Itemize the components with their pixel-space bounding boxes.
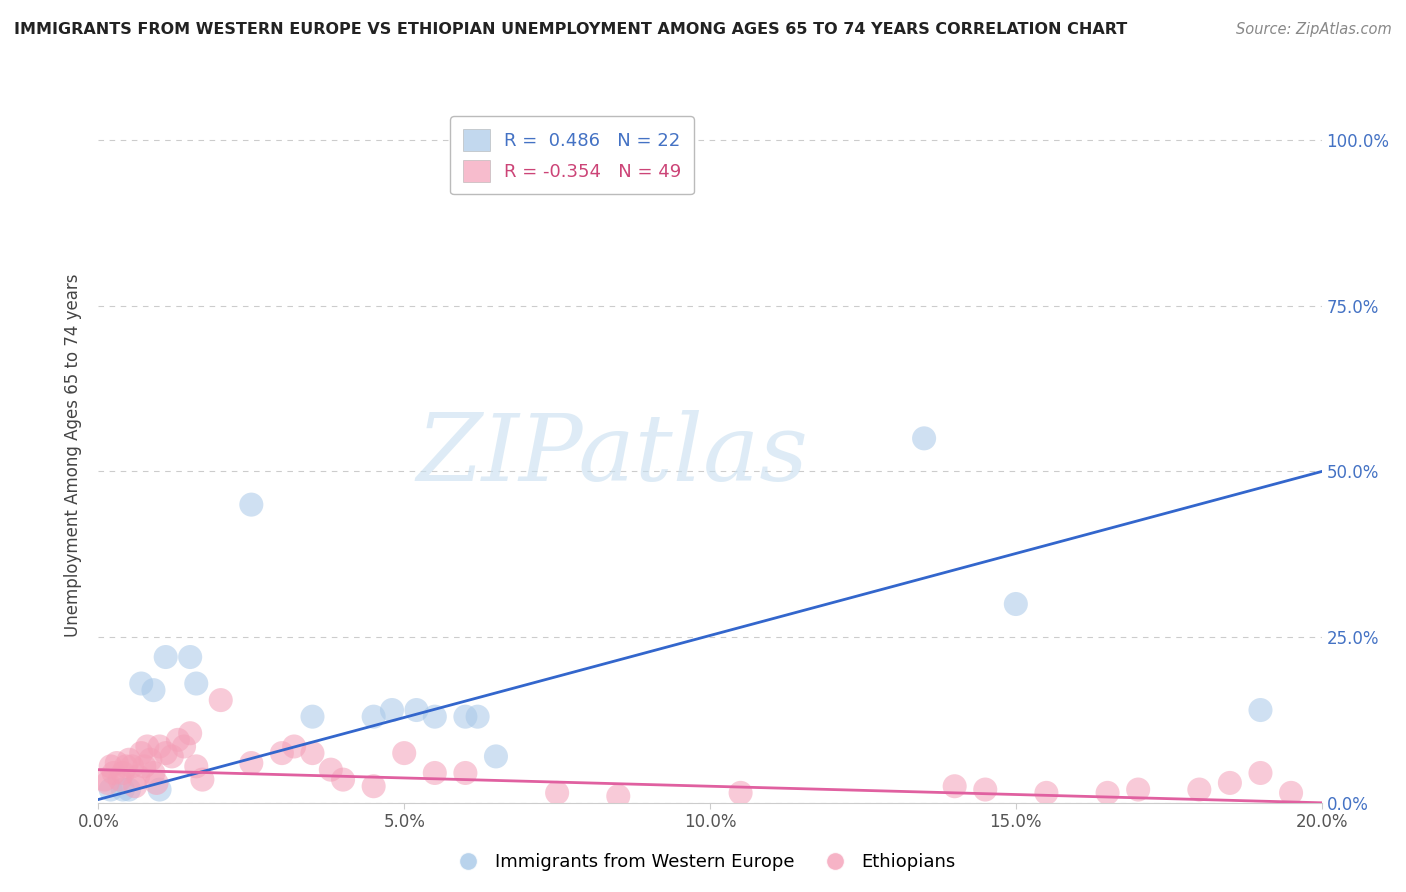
Point — [270, 746, 294, 760]
Point — [405, 703, 427, 717]
Point — [454, 709, 477, 723]
Point — [118, 782, 141, 797]
Point — [607, 789, 630, 804]
Point — [1279, 786, 1302, 800]
Point — [467, 709, 489, 723]
Point — [118, 753, 141, 767]
Point — [115, 759, 138, 773]
Point — [142, 766, 165, 780]
Point — [191, 772, 214, 787]
Point — [381, 703, 404, 717]
Legend: Immigrants from Western Europe, Ethiopians: Immigrants from Western Europe, Ethiopia… — [443, 847, 963, 879]
Point — [127, 769, 149, 783]
Point — [108, 772, 131, 787]
Point — [1128, 782, 1150, 797]
Point — [301, 709, 323, 723]
Point — [209, 693, 232, 707]
Point — [485, 749, 508, 764]
Point — [1004, 597, 1026, 611]
Point — [103, 766, 125, 780]
Point — [1035, 786, 1057, 800]
Text: IMMIGRANTS FROM WESTERN EUROPE VS ETHIOPIAN UNEMPLOYMENT AMONG AGES 65 TO 74 YEA: IMMIGRANTS FROM WESTERN EUROPE VS ETHIOP… — [14, 22, 1128, 37]
Text: Source: ZipAtlas.com: Source: ZipAtlas.com — [1236, 22, 1392, 37]
Point — [1188, 782, 1211, 797]
Point — [173, 739, 195, 754]
Point — [121, 759, 143, 773]
Point — [454, 766, 477, 780]
Point — [186, 676, 208, 690]
Point — [546, 786, 568, 800]
Y-axis label: Unemployment Among Ages 65 to 74 years: Unemployment Among Ages 65 to 74 years — [65, 273, 83, 637]
Point — [319, 763, 342, 777]
Point — [93, 772, 115, 787]
Point — [1219, 776, 1241, 790]
Point — [134, 759, 156, 773]
Point — [100, 782, 122, 797]
Point — [912, 431, 935, 445]
Point — [129, 746, 152, 760]
Point — [139, 753, 162, 767]
Point — [155, 650, 177, 665]
Point — [363, 709, 385, 723]
Point — [240, 498, 263, 512]
Point — [283, 739, 305, 754]
Point — [363, 779, 385, 793]
Point — [423, 709, 446, 723]
Point — [142, 683, 165, 698]
Point — [332, 772, 354, 787]
Point — [301, 746, 323, 760]
Point — [179, 650, 201, 665]
Point — [124, 779, 146, 793]
Point — [167, 732, 190, 747]
Point — [155, 746, 177, 760]
Point — [160, 749, 183, 764]
Point — [240, 756, 263, 770]
Point — [1097, 786, 1119, 800]
Point — [186, 759, 208, 773]
Point — [105, 756, 128, 770]
Point — [149, 739, 172, 754]
Point — [1250, 703, 1272, 717]
Legend: R =  0.486   N = 22, R = -0.354   N = 49: R = 0.486 N = 22, R = -0.354 N = 49 — [450, 116, 695, 194]
Point — [136, 739, 159, 754]
Point — [516, 133, 538, 147]
Point — [943, 779, 966, 793]
Point — [1250, 766, 1272, 780]
Text: ZIPatlas: ZIPatlas — [416, 410, 808, 500]
Point — [111, 766, 134, 780]
Point — [974, 782, 997, 797]
Point — [97, 776, 120, 790]
Point — [111, 782, 134, 797]
Point — [145, 776, 167, 790]
Point — [730, 786, 752, 800]
Point — [423, 766, 446, 780]
Point — [179, 726, 201, 740]
Point — [392, 746, 416, 760]
Point — [129, 676, 152, 690]
Point — [100, 759, 122, 773]
Point — [149, 782, 172, 797]
